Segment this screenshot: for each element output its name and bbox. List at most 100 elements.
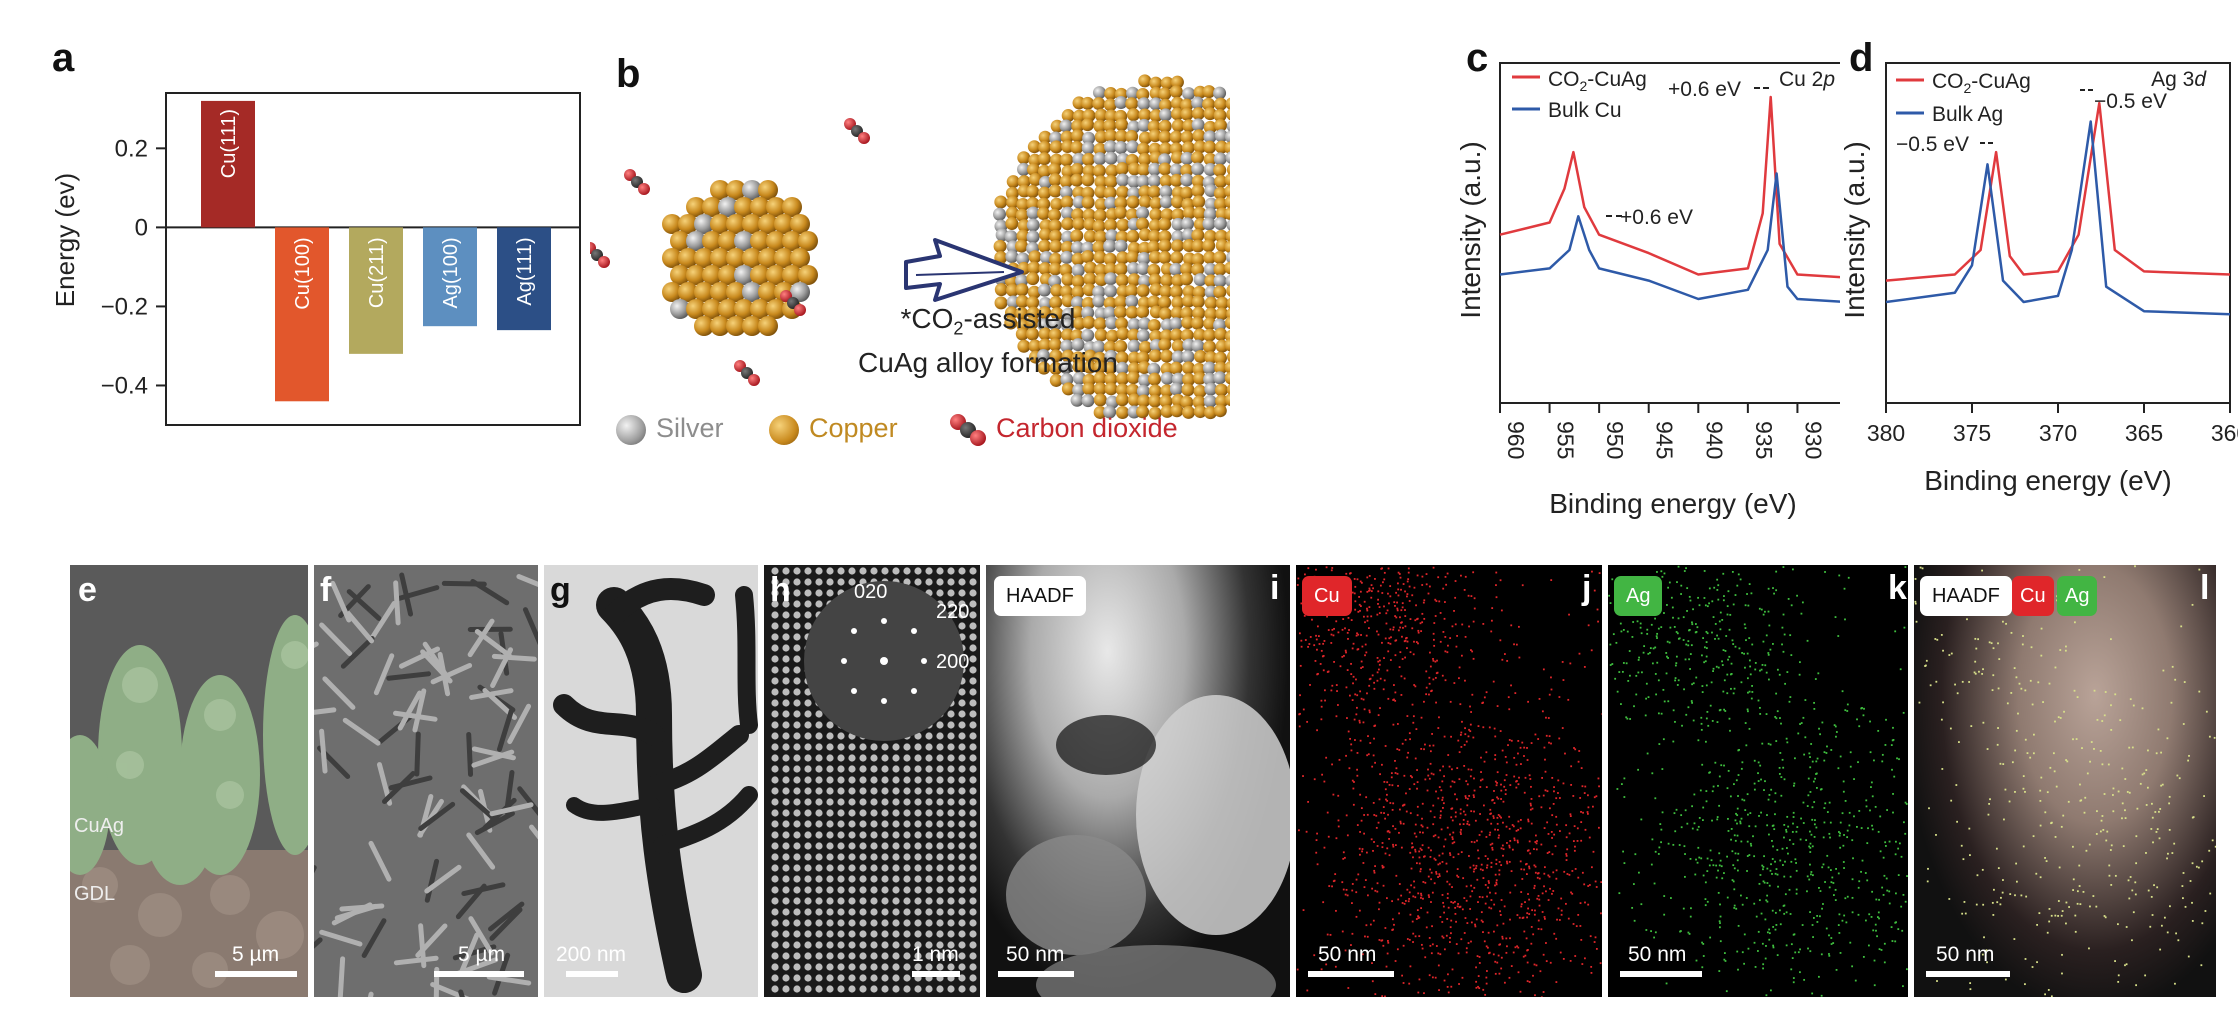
lattice-spot <box>914 919 922 927</box>
lattice-spot <box>815 578 823 586</box>
eds-dot <box>1335 715 1338 718</box>
eds-dot <box>1895 840 1897 843</box>
eds-dot <box>1355 878 1358 881</box>
eds-dot <box>1352 682 1354 685</box>
copper-atom <box>1204 274 1218 288</box>
eds-dot <box>1677 565 1680 568</box>
lattice-spot <box>826 897 834 905</box>
eds-dot <box>1416 769 1418 771</box>
lattice-spot <box>947 710 955 718</box>
eds-dot <box>1765 671 1768 674</box>
legend-d-bulk: Bulk Ag <box>1932 103 2003 126</box>
series-line-CO2-CuAg <box>1499 95 1840 279</box>
eds-dot <box>1496 796 1498 799</box>
eds-dot <box>1414 850 1417 853</box>
eds-dot <box>1433 816 1436 819</box>
eds-dot <box>1806 805 1809 807</box>
dendrite-branch <box>474 810 515 836</box>
eds-dot <box>2078 569 2081 571</box>
eds-dot <box>1359 690 1362 693</box>
eds-dot <box>1422 897 1424 900</box>
eds-dot <box>1775 717 1778 720</box>
eds-dot <box>1315 568 1317 571</box>
eds-dot <box>2102 829 2105 831</box>
eds-dot <box>1437 576 1440 579</box>
eds-dot <box>2089 905 2091 908</box>
eds-dot <box>1326 933 1329 936</box>
lattice-spot <box>969 974 977 982</box>
eds-dot <box>1346 717 1348 719</box>
eds-dot <box>1730 662 1733 665</box>
eds-dot <box>1961 680 1964 683</box>
lattice-spot <box>870 798 878 806</box>
eds-dot <box>1401 742 1404 745</box>
lattice-spot <box>903 941 911 949</box>
eds-dot <box>1298 725 1301 728</box>
lattice-spot <box>848 809 856 817</box>
eds-dot <box>1394 844 1397 846</box>
eds-dot <box>1404 625 1407 628</box>
eds-dot <box>1498 834 1500 837</box>
eds-dot <box>1540 928 1543 931</box>
eds-dot <box>1475 918 1478 921</box>
eds-dot <box>1795 830 1798 833</box>
lattice-spot <box>969 985 977 993</box>
eds-dot <box>1505 825 1508 828</box>
oxygen-atom <box>638 183 650 195</box>
lattice-spot <box>793 765 801 773</box>
eds-dot <box>2096 718 2099 721</box>
eds-dot <box>1753 759 1756 762</box>
eds-dot <box>1792 568 1794 571</box>
eds-dot <box>1345 754 1347 757</box>
eds-dot <box>2015 862 2018 865</box>
eds-dot <box>1501 935 1504 938</box>
eds-dot <box>1537 928 1540 930</box>
eds-dot <box>1672 709 1675 712</box>
eds-dot <box>1435 872 1438 875</box>
eds-dot <box>1505 951 1508 954</box>
eds-dot <box>1974 660 1977 663</box>
tag-cu-l: Cu <box>2012 576 2054 616</box>
eds-dot <box>2081 747 2083 750</box>
eds-dot <box>1457 952 1460 955</box>
eds-dot <box>2060 825 2063 828</box>
eds-dot <box>1757 930 1760 933</box>
lattice-spot <box>870 820 878 828</box>
eds-dot <box>1762 880 1765 883</box>
eds-dot <box>1481 778 1484 781</box>
eds-dot <box>1782 650 1785 653</box>
eds-dot <box>1558 919 1561 921</box>
lattice-spot <box>936 952 944 960</box>
eds-dot <box>1729 673 1732 676</box>
eds-dot <box>1788 700 1791 703</box>
copper-atom <box>1181 361 1195 375</box>
eds-dot <box>1652 647 1655 650</box>
eds-dot <box>1571 892 1574 895</box>
eds-dot <box>1357 610 1360 613</box>
lattice-spot <box>881 765 889 773</box>
eds-dot <box>1712 616 1715 618</box>
eds-dot <box>1526 961 1529 964</box>
eds-dot <box>1330 633 1333 636</box>
eds-dot <box>1442 765 1444 768</box>
eds-dot <box>2166 931 2169 934</box>
eds-dot <box>1517 946 1520 949</box>
copper-atom <box>1015 283 1029 297</box>
eds-dot <box>1734 594 1737 596</box>
lattice-spot <box>771 985 779 993</box>
copper-atom <box>1193 405 1207 419</box>
eds-dot <box>1325 566 1328 569</box>
copper-atom <box>1158 239 1172 253</box>
eds-dot <box>1808 878 1811 881</box>
eds-dot <box>1743 933 1746 936</box>
eds-dot <box>2104 691 2107 693</box>
eds-dot <box>1865 799 1868 802</box>
lattice-spot <box>771 633 779 641</box>
copper-atom <box>1158 119 1172 133</box>
eds-dot <box>1573 849 1576 852</box>
copper-atom <box>1070 140 1084 154</box>
copper-atom <box>662 248 682 268</box>
eds-dot <box>1335 909 1337 912</box>
eds-dot <box>1811 818 1814 821</box>
eds-dot <box>1744 809 1747 811</box>
